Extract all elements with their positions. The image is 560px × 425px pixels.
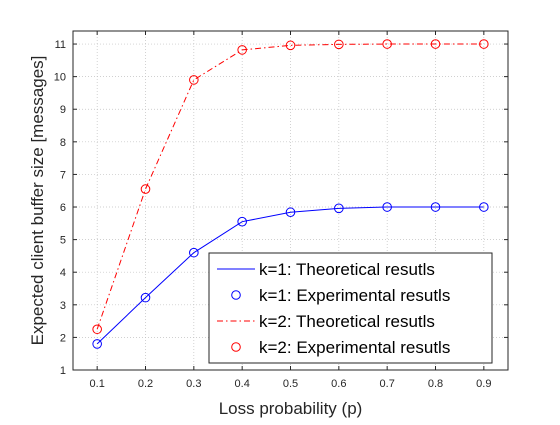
x-tick-label: 0.1 bbox=[90, 378, 105, 390]
data-point-k-1-experimental-resutls bbox=[189, 247, 199, 258]
x-tick-label: 0.3 bbox=[186, 378, 201, 390]
data-point-k-1-experimental-resutls bbox=[237, 216, 247, 227]
legend-label-k-1-theoretical-resutls: k=1: Theoretical resutls bbox=[259, 260, 435, 279]
data-point-k-2-experimental-resutls bbox=[92, 324, 102, 335]
y-tick-label: 5 bbox=[60, 235, 66, 247]
y-tick-label: 6 bbox=[60, 202, 66, 214]
data-point-k-2-experimental-resutls bbox=[285, 40, 296, 51]
data-point-k-2-experimental-resutls bbox=[237, 45, 247, 55]
series-line-k-2-theoretical-resutls bbox=[96, 43, 484, 330]
x-axis-label: Loss probability (p) bbox=[219, 399, 363, 418]
axes-box bbox=[72, 30, 509, 371]
x-tick-label: 0.4 bbox=[235, 378, 250, 390]
y-tick-label: 3 bbox=[60, 300, 66, 312]
data-point-k-1-experimental-resutls bbox=[92, 339, 102, 349]
x-tick-label: 0.5 bbox=[283, 378, 298, 390]
y-tick-label: 11 bbox=[55, 39, 66, 51]
y-tick-label: 10 bbox=[54, 72, 66, 84]
y-tick-label: 8 bbox=[60, 137, 66, 149]
legend-label-k-2-theoretical-resutls: k=2: Theoretical resutls bbox=[259, 312, 435, 331]
legend: k=1: Theoretical resutls k=1: Experimenta… bbox=[208, 252, 493, 364]
x-tick-label: 0.9 bbox=[476, 378, 491, 390]
series-line-k-1-theoretical-resutls bbox=[96, 206, 484, 345]
x-tick-label: 0.7 bbox=[380, 378, 395, 390]
data-point-k-1-experimental-resutls bbox=[140, 292, 151, 303]
series bbox=[92, 39, 489, 349]
x-tick-label: 0.2 bbox=[138, 378, 153, 390]
data-point-k-2-experimental-resutls bbox=[140, 184, 151, 194]
axes: 0.1 0.2 0.3 0.4 0.5 0.6 0.7 0.8 0.9 1 2 3 4 5 6 7 8 9 10 11 bbox=[54, 30, 509, 390]
legend-label-k-2-experimental-resutls: k=2: Experimental resutls bbox=[259, 338, 450, 357]
legend-marker-k-2-experimental-resutls bbox=[231, 342, 241, 352]
data-point-k-2-experimental-resutls bbox=[430, 39, 441, 49]
legend-box bbox=[208, 252, 493, 364]
y-tick-label: 4 bbox=[60, 267, 66, 279]
data-point-k-2-experimental-resutls bbox=[189, 75, 199, 85]
data-point-k-1-experimental-resutls bbox=[285, 207, 296, 218]
data-point-k-2-experimental-resutls bbox=[479, 39, 489, 49]
data-point-k-1-experimental-resutls bbox=[382, 202, 392, 212]
legend-label-k-1-experimental-resutls: k=1: Experimental resutls bbox=[259, 286, 450, 305]
y-tick-label: 2 bbox=[60, 332, 66, 344]
y-tick-label: 1 bbox=[60, 365, 66, 377]
data-point-k-1-experimental-resutls bbox=[430, 202, 441, 212]
legend-marker-k-1-experimental-resutls bbox=[231, 290, 241, 300]
y-tick-label: 7 bbox=[60, 169, 66, 181]
y-axis-label: Expected client buffer size [messages] bbox=[28, 56, 47, 346]
x-tick-label: 0.8 bbox=[428, 378, 443, 390]
data-point-k-1-experimental-resutls bbox=[479, 202, 489, 212]
data-point-k-1-experimental-resutls bbox=[334, 203, 344, 214]
y-tick-label: 9 bbox=[60, 104, 66, 116]
data-point-k-2-experimental-resutls bbox=[382, 39, 392, 49]
x-tick-label: 0.6 bbox=[331, 378, 346, 390]
data-point-k-2-experimental-resutls bbox=[334, 39, 344, 50]
